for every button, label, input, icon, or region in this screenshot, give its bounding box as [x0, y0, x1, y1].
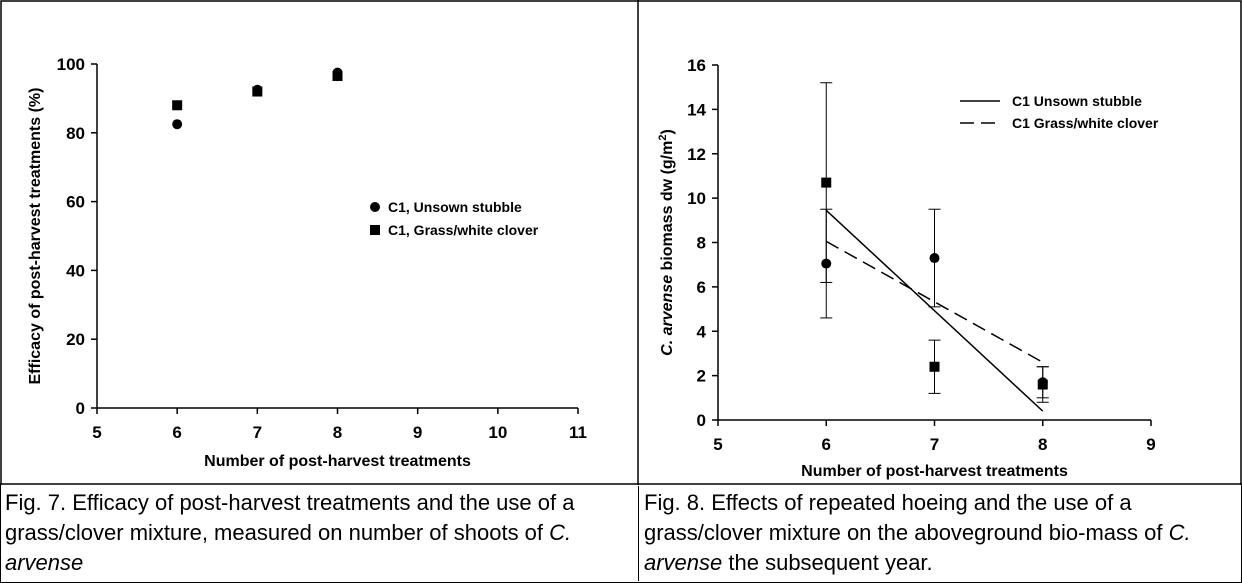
y-tick-label: 100	[57, 55, 85, 74]
y-axis-label-part: C. arvense	[659, 275, 676, 356]
point	[1037, 379, 1048, 390]
y-tick-label: 8	[697, 234, 706, 253]
y-axis-label: Efficacy of post-harvest treatments (%)	[27, 88, 44, 385]
table-border	[0, 0, 1242, 485]
y-tick-label: 14	[687, 100, 706, 119]
caption-text: Fig. 7. Efficacy of post-harvest treatme…	[5, 490, 575, 545]
y-axis-label-part: )	[659, 129, 676, 134]
x-tick-label: 11	[569, 423, 587, 442]
legend-label: C1, Unsown stubble	[388, 199, 522, 215]
y-tick-label: 0	[76, 399, 85, 418]
x-tick-label: 5	[713, 435, 722, 454]
y-tick-label: 4	[697, 322, 707, 341]
point	[332, 71, 343, 82]
point	[252, 86, 263, 97]
legend-label: C1, Grass/white clover	[388, 222, 539, 238]
point	[172, 119, 183, 130]
x-tick-label: 9	[413, 423, 422, 442]
x-tick-label: 7	[930, 435, 939, 454]
x-tick-label: 8	[333, 423, 342, 442]
x-tick-label: 6	[172, 423, 181, 442]
y-axis-label-part: biomass dw (g/m	[659, 141, 676, 275]
caption: Fig. 8. Effects of repeated hoeing and t…	[638, 486, 1242, 581]
y-tick-label: 20	[66, 330, 85, 349]
x-tick-label: 6	[822, 435, 831, 454]
y-tick-label: 80	[66, 124, 85, 143]
point	[929, 361, 940, 372]
legend-marker	[370, 225, 380, 235]
x-axis-label: Number of post-harvest treatments	[204, 453, 471, 470]
legend-marker	[370, 202, 380, 212]
legend-label: C1 Grass/white clover	[1012, 115, 1159, 131]
point	[821, 177, 832, 188]
x-tick-label: 7	[253, 423, 262, 442]
y-axis-label-part: 2	[657, 135, 669, 141]
caption-species: C. arvense	[5, 520, 572, 575]
y-tick-label: 10	[687, 189, 706, 208]
y-tick-label: 40	[66, 261, 85, 280]
caption-text: the subsequent year.	[722, 550, 933, 575]
caption: Fig. 7. Efficacy of post-harvest treatme…	[0, 486, 638, 581]
x-tick-label: 10	[488, 423, 507, 442]
legend-label: C1 Unsown stubble	[1012, 93, 1142, 109]
y-axis-label: C. arvense biomass dw (g/m2)	[657, 129, 676, 356]
x-tick-label: 8	[1038, 435, 1047, 454]
point	[172, 100, 183, 111]
trend-line	[825, 209, 1044, 412]
y-tick-label: 6	[697, 278, 706, 297]
y-tick-label: 12	[687, 145, 706, 164]
y-tick-label: 60	[66, 193, 85, 212]
y-tick-label: 16	[687, 56, 706, 75]
x-axis-label: Number of post-harvest treatments	[801, 463, 1068, 480]
x-tick-label: 9	[1146, 435, 1155, 454]
caption-species: C. arvense	[644, 520, 1191, 575]
y-tick-label: 0	[697, 411, 706, 430]
x-tick-label: 5	[92, 423, 101, 442]
y-tick-label: 2	[697, 367, 706, 386]
caption-text: Fig. 8. Effects of repeated hoeing and t…	[644, 490, 1169, 545]
point	[929, 253, 940, 264]
